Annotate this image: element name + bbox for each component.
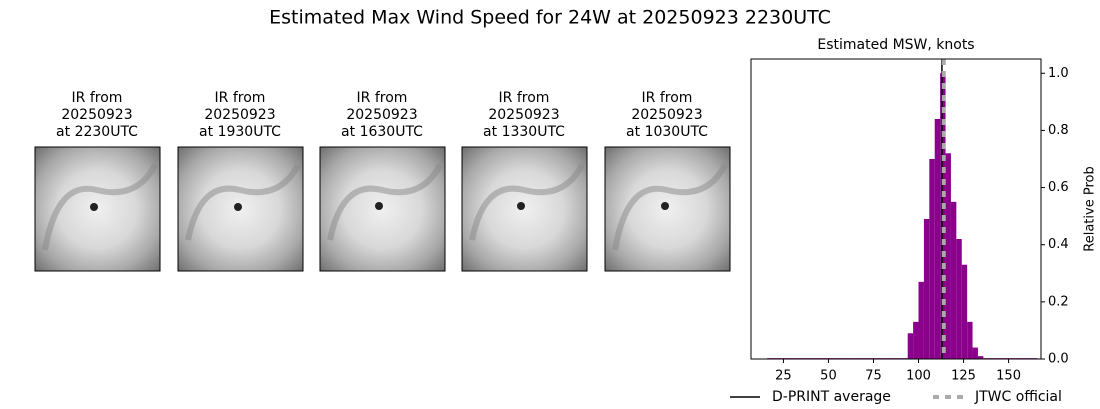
eye [517, 202, 525, 210]
panel-caption: IR from [72, 90, 123, 106]
panel-caption: IR from [215, 90, 266, 106]
y-axis-label: Relative Prob [1083, 166, 1098, 251]
panel-caption: 20250923 [346, 107, 417, 123]
y-tick-label: 0.0 [1048, 352, 1069, 367]
bar [972, 347, 978, 359]
panel-caption: 20250923 [204, 107, 275, 123]
cloud-band [327, 163, 443, 241]
bar [913, 321, 919, 359]
bar [934, 119, 941, 359]
bar [929, 159, 935, 359]
x-tick-label: 50 [820, 369, 837, 384]
plot-frame [750, 58, 1042, 360]
panel-caption: 20250923 [631, 107, 702, 123]
y-tick-label: 0.8 [1048, 123, 1069, 138]
x-tick-label: 75 [865, 369, 882, 384]
panel-caption: at 2230UTC [56, 124, 138, 140]
bar [923, 219, 930, 359]
bar [950, 201, 957, 359]
y-tick-label: 0.2 [1048, 294, 1069, 309]
bar [918, 281, 924, 359]
bar [945, 153, 951, 359]
panel-caption: IR from [642, 90, 693, 106]
x-tick-label: 100 [906, 369, 931, 384]
bar [907, 333, 914, 359]
bar [977, 356, 984, 359]
panel-caption: IR from [499, 90, 550, 106]
y-tick-label: 0.4 [1048, 237, 1069, 252]
x-tick-label: 25 [775, 369, 792, 384]
cloud-band [185, 163, 301, 241]
y-tick-label: 0.6 [1048, 180, 1069, 195]
chart: Estimated MSW, knots 25 50 75 100 125 150 0.0 0.… [730, 37, 1098, 405]
panel-caption: IR from [357, 90, 408, 106]
panel-caption: at 1930UTC [199, 124, 281, 140]
bar [956, 239, 962, 359]
ir-image [34, 146, 161, 272]
cloud-band [612, 163, 728, 251]
panel-caption: 20250923 [488, 107, 559, 123]
x-tick-label: 125 [951, 369, 976, 384]
panel-caption: 20250923 [61, 107, 132, 123]
x-tick-label: 150 [996, 369, 1021, 384]
legend-label: D-PRINT average [772, 389, 891, 405]
eye [234, 203, 242, 211]
cloud-band [42, 163, 158, 251]
eye [90, 203, 98, 211]
eye [661, 202, 669, 210]
chart-title: Estimated MSW, knots [817, 37, 974, 53]
y-tick-label: 1.0 [1048, 66, 1069, 81]
figure-title: Estimated Max Wind Speed for 24W at 2025… [269, 7, 831, 29]
cloud-band [469, 163, 585, 241]
legend-label: JTWC official [974, 389, 1062, 405]
panel-caption: at 1630UTC [341, 124, 423, 140]
bar [967, 321, 973, 359]
bar [961, 264, 968, 359]
panel-caption: at 1030UTC [626, 124, 708, 140]
eye [375, 202, 383, 210]
panel-caption: at 1330UTC [483, 124, 565, 140]
